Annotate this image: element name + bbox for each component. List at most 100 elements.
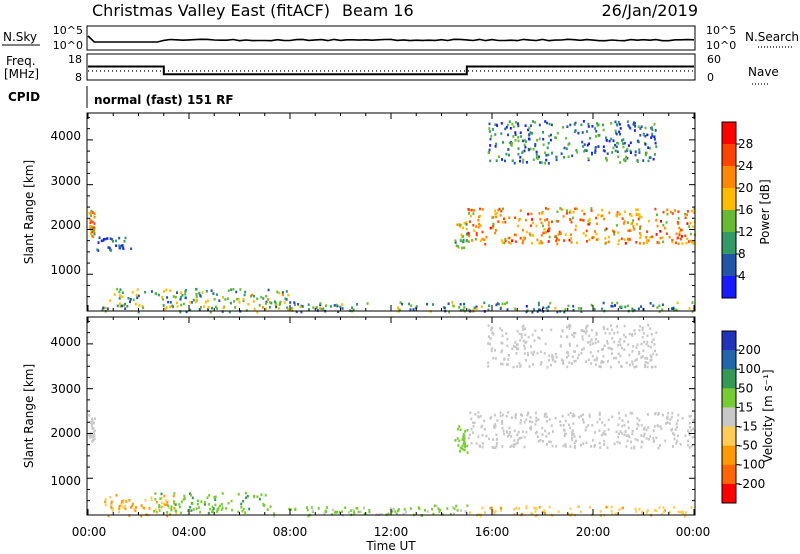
echo-cell	[394, 510, 397, 513]
echo-cell	[564, 443, 567, 446]
echo-cell	[615, 356, 618, 360]
echo-cell	[544, 207, 547, 210]
echo-cell	[528, 232, 531, 235]
echo-cell	[540, 328, 543, 332]
echo-cell	[387, 512, 390, 516]
echo-cell	[191, 496, 194, 500]
echo-cell	[446, 507, 449, 510]
echo-cell	[555, 237, 558, 240]
echo-cell	[635, 358, 638, 361]
echo-cell	[537, 303, 540, 307]
echo-cell	[473, 421, 476, 425]
echo-cell	[570, 220, 573, 224]
echo-cell	[244, 491, 247, 495]
echo-cell	[674, 428, 677, 431]
echo-cell	[525, 430, 528, 434]
echo-cell	[572, 432, 575, 436]
echo-cell	[617, 435, 620, 439]
echo-cell	[633, 129, 636, 132]
echo-cell	[155, 500, 158, 504]
echo-cell	[627, 229, 630, 233]
echo-cell	[626, 120, 629, 123]
echo-cell	[665, 221, 668, 224]
echo-cell	[533, 339, 536, 342]
echo-cell	[507, 133, 509, 137]
echo-cell	[623, 340, 626, 343]
echo-cell	[189, 300, 192, 304]
echo-cell	[93, 434, 96, 437]
echo-cell	[614, 143, 616, 147]
echo-cell	[568, 238, 571, 242]
echo-cell	[249, 294, 252, 298]
echo-cell	[686, 210, 689, 213]
echo-cell	[639, 325, 642, 328]
echo-cell	[673, 437, 676, 441]
echo-cell	[208, 494, 211, 497]
echo-cell	[576, 151, 579, 154]
echo-cell	[634, 125, 637, 128]
echo-cell	[568, 361, 571, 364]
echo-cell	[515, 352, 518, 355]
echo-cell	[472, 223, 475, 227]
echo-cell	[541, 433, 544, 436]
echo-cell	[677, 510, 680, 514]
echo-cell	[459, 303, 462, 306]
echo-cell	[590, 303, 593, 307]
echo-cell	[285, 298, 288, 301]
echo-cell	[645, 428, 648, 432]
echo-cell	[144, 499, 147, 502]
echo-cell	[668, 235, 671, 239]
echo-cell	[620, 365, 623, 368]
echo-cell	[595, 333, 598, 336]
echo-cell	[642, 133, 645, 137]
echo-cell	[571, 436, 574, 440]
echo-cell	[657, 446, 660, 450]
echo-cell	[644, 361, 647, 364]
echo-cell	[550, 123, 553, 127]
echo-cell	[308, 308, 310, 311]
echo-cell	[617, 423, 620, 426]
echo-cell	[543, 228, 546, 231]
echo-cell	[203, 305, 206, 308]
freq-tick-bottom: 8	[75, 71, 82, 84]
colorbar-swatch	[722, 166, 736, 189]
echo-cell	[581, 335, 584, 338]
echo-cell	[501, 445, 504, 448]
echo-cell	[639, 225, 642, 229]
echo-cell	[602, 123, 605, 127]
echo-cell	[276, 290, 279, 294]
echo-cell	[224, 298, 227, 301]
echo-cell	[119, 294, 122, 297]
echo-cell	[532, 233, 535, 237]
echo-cell	[598, 441, 601, 445]
echo-cell	[595, 337, 597, 341]
echo-cell	[606, 327, 609, 331]
echo-cell	[634, 438, 637, 441]
echo-cell	[519, 236, 522, 240]
echo-cell	[657, 413, 660, 416]
echo-cell	[623, 423, 626, 427]
echo-cell	[462, 442, 465, 446]
echo-cell	[290, 307, 293, 310]
echo-cell	[659, 230, 662, 233]
echo-cell	[109, 299, 112, 302]
echo-cell	[124, 236, 127, 240]
echo-cell	[537, 439, 540, 443]
echo-cell	[524, 327, 527, 330]
echo-cell	[111, 506, 114, 510]
echo-cell	[319, 302, 322, 305]
echo-cell	[90, 209, 93, 213]
echo-cell	[617, 155, 620, 158]
echo-cell	[294, 507, 297, 511]
echo-cell	[528, 133, 531, 136]
echo-cell	[510, 141, 513, 145]
echo-cell	[689, 221, 692, 225]
echo-cell	[368, 508, 371, 512]
echo-cell	[651, 134, 654, 138]
echo-cell	[516, 441, 519, 445]
echo-cell	[500, 122, 503, 125]
echo-cell	[644, 153, 647, 157]
echo-cell	[211, 306, 213, 310]
echo-cell	[558, 238, 560, 242]
